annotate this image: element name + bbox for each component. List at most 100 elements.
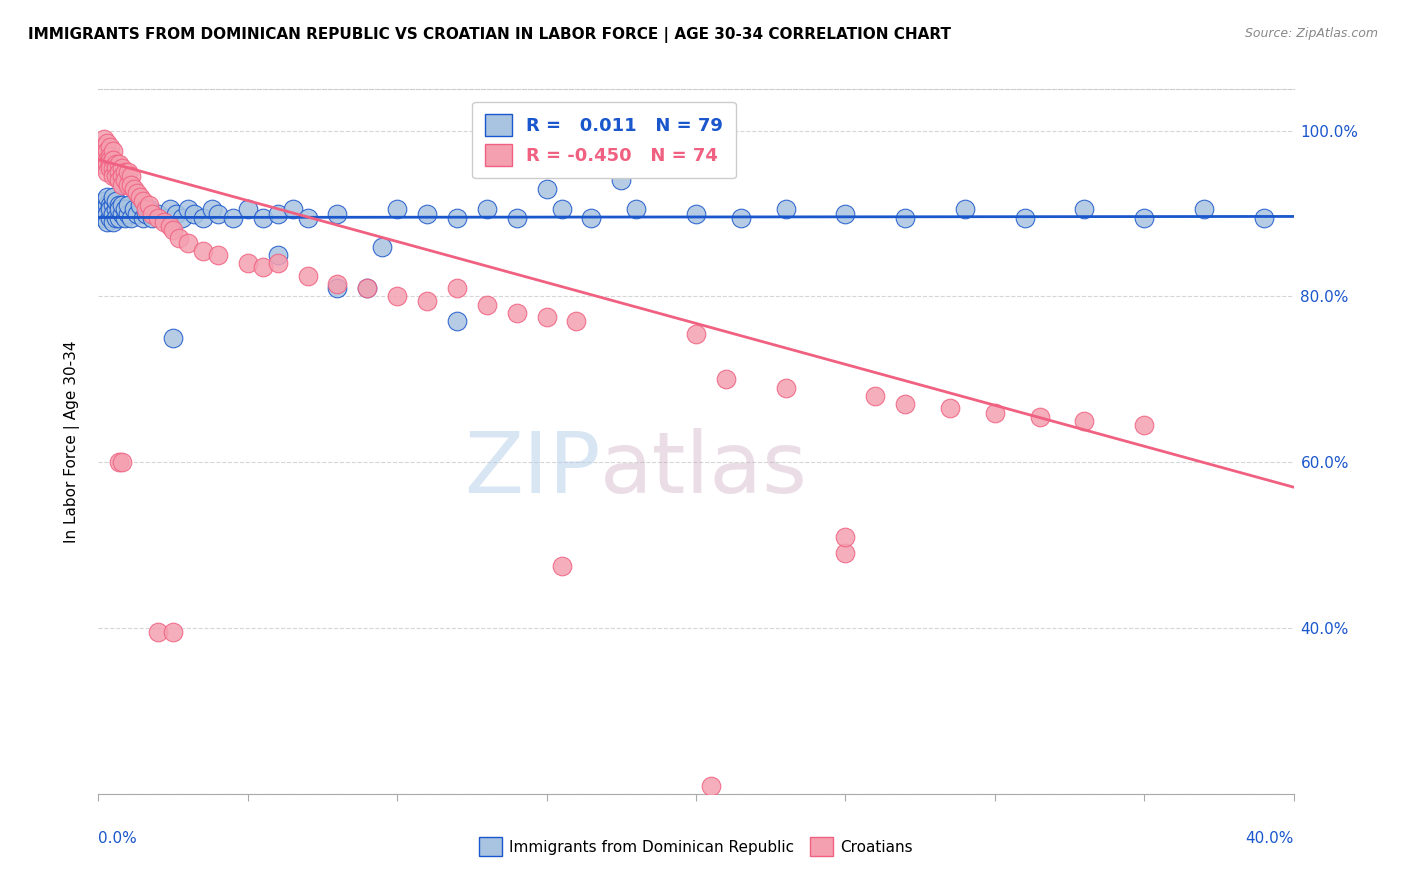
Point [108, 455, 131, 469]
Point [117, 178, 139, 192]
Point [984, 405, 1007, 419]
Point [267, 248, 290, 262]
Point [475, 202, 498, 217]
Point [124, 202, 146, 217]
Point [103, 190, 125, 204]
Point [953, 202, 976, 217]
Point [385, 202, 409, 217]
Point [105, 157, 128, 171]
Point [93, 211, 115, 225]
Point [117, 198, 139, 212]
Point [103, 206, 125, 220]
Point [111, 178, 134, 192]
Point [148, 206, 170, 220]
Point [90, 206, 112, 220]
Point [103, 198, 125, 212]
Point [90, 140, 112, 154]
Point [98, 202, 122, 217]
Point [111, 198, 134, 212]
Point [127, 206, 149, 220]
Point [475, 298, 498, 312]
Point [281, 202, 304, 217]
Point [129, 198, 152, 212]
Point [111, 206, 134, 220]
Point [167, 231, 190, 245]
Point [1133, 211, 1156, 225]
Point [105, 211, 128, 225]
Text: 0.0%: 0.0% [98, 831, 138, 847]
Point [894, 397, 917, 411]
Point [96, 145, 118, 159]
Point [1073, 202, 1095, 217]
Point [536, 182, 558, 196]
Point [111, 169, 134, 184]
Point [183, 206, 205, 220]
Point [207, 248, 229, 262]
Point [267, 206, 290, 220]
Point [103, 215, 125, 229]
Point [93, 153, 115, 167]
Point [120, 211, 142, 225]
Point [114, 173, 136, 187]
Point [111, 161, 134, 175]
Point [120, 178, 142, 192]
Point [894, 211, 917, 225]
Point [252, 260, 274, 275]
Point [117, 165, 139, 179]
Point [446, 314, 468, 328]
Point [834, 206, 856, 220]
Point [98, 153, 122, 167]
Point [114, 165, 136, 179]
Point [132, 194, 155, 208]
Point [98, 198, 122, 212]
Point [162, 625, 184, 640]
Point [108, 157, 131, 171]
Point [96, 215, 118, 229]
Point [105, 161, 128, 175]
Y-axis label: In Labor Force | Age 30-34: In Labor Force | Age 30-34 [63, 340, 80, 543]
Point [191, 244, 214, 258]
Point [103, 145, 125, 159]
Point [93, 148, 115, 162]
Point [201, 202, 224, 217]
Point [105, 169, 128, 184]
Point [207, 206, 229, 220]
Point [550, 558, 572, 573]
Point [117, 206, 139, 220]
Point [138, 198, 160, 212]
Point [222, 211, 245, 225]
Point [108, 198, 131, 212]
Point [1073, 414, 1095, 428]
Point [685, 206, 707, 220]
Point [103, 169, 125, 184]
Point [446, 281, 468, 295]
Point [326, 281, 349, 295]
Point [834, 530, 856, 544]
Point [416, 293, 439, 308]
Point [93, 202, 115, 217]
Point [132, 211, 155, 225]
Point [96, 198, 118, 212]
Point [356, 281, 378, 295]
Point [148, 211, 170, 225]
Point [141, 206, 163, 220]
Point [108, 165, 131, 179]
Point [236, 202, 259, 217]
Point [1014, 211, 1036, 225]
Point [98, 161, 122, 175]
Point [700, 779, 723, 793]
Point [148, 625, 170, 640]
Point [108, 173, 131, 187]
Point [775, 202, 797, 217]
Point [159, 219, 181, 233]
Point [96, 153, 118, 167]
Point [626, 202, 648, 217]
Point [96, 206, 118, 220]
Point [775, 381, 797, 395]
Point [96, 136, 118, 150]
Point [714, 372, 737, 386]
Point [177, 202, 200, 217]
Point [610, 173, 633, 187]
Point [96, 157, 118, 171]
Point [162, 331, 184, 345]
